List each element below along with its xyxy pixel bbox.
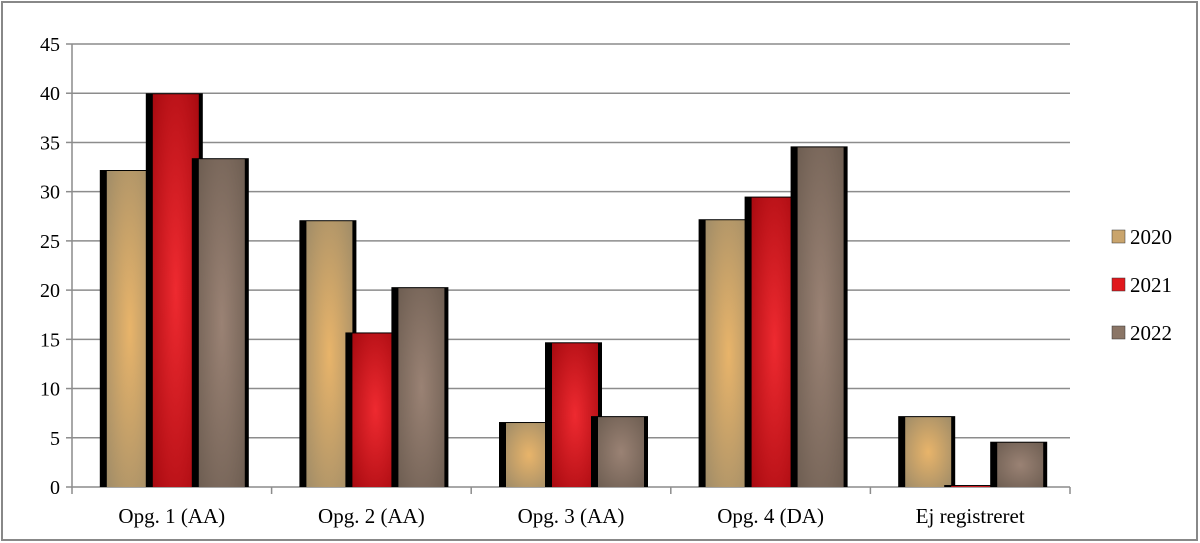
bar-2022 <box>797 147 844 488</box>
bar-2020 <box>905 417 952 487</box>
bar-2022 <box>198 159 245 487</box>
y-tick-label: 45 <box>40 34 60 56</box>
bar-2021 <box>951 486 998 487</box>
bar-2021 <box>352 333 399 487</box>
bar-2021 <box>552 343 598 487</box>
bar-2021 <box>152 94 199 487</box>
bar-2021 <box>751 197 798 488</box>
bars <box>99 93 1048 488</box>
legend-label: 2021 <box>1130 273 1172 297</box>
bar-2020 <box>106 171 153 487</box>
y-tick-label: 30 <box>40 182 60 204</box>
legend-label: 2020 <box>1130 225 1172 249</box>
y-tick-label: 40 <box>40 83 60 105</box>
y-tick-label: 0 <box>50 477 60 499</box>
y-tick-label: 25 <box>40 231 60 253</box>
x-category-label: Opg. 1 (AA) <box>118 504 225 528</box>
legend-swatch <box>1111 277 1126 292</box>
x-category-label: Ej registreret <box>916 504 1025 528</box>
axis-labels: 0 5 10 15 20 25 30 35 40 45 Opg. 1 (AA) Opg. 2 (AA)… <box>40 34 1025 528</box>
bar-2020 <box>705 220 752 487</box>
y-tick-label: 5 <box>50 428 60 450</box>
bar-2020 <box>506 423 552 487</box>
bar-2022 <box>997 442 1044 487</box>
legend-swatch <box>1111 325 1126 340</box>
bar-shadow <box>944 485 1002 487</box>
bar-2022 <box>398 288 445 487</box>
x-category-label: Opg. 4 (DA) <box>717 504 824 528</box>
y-tick-label: 15 <box>40 329 60 351</box>
x-category-label: Opg. 3 (AA) <box>518 504 625 528</box>
y-tick-label: 10 <box>40 379 60 401</box>
legend-label: 2022 <box>1130 321 1172 345</box>
bar-2020 <box>306 221 353 487</box>
y-tick-label: 20 <box>40 280 60 302</box>
bar-2022 <box>598 417 644 487</box>
y-tick-label: 35 <box>40 132 60 154</box>
x-category-label: Opg. 2 (AA) <box>318 504 425 528</box>
legend: 2020 2021 2022 <box>1111 225 1172 345</box>
legend-swatch <box>1111 229 1126 244</box>
